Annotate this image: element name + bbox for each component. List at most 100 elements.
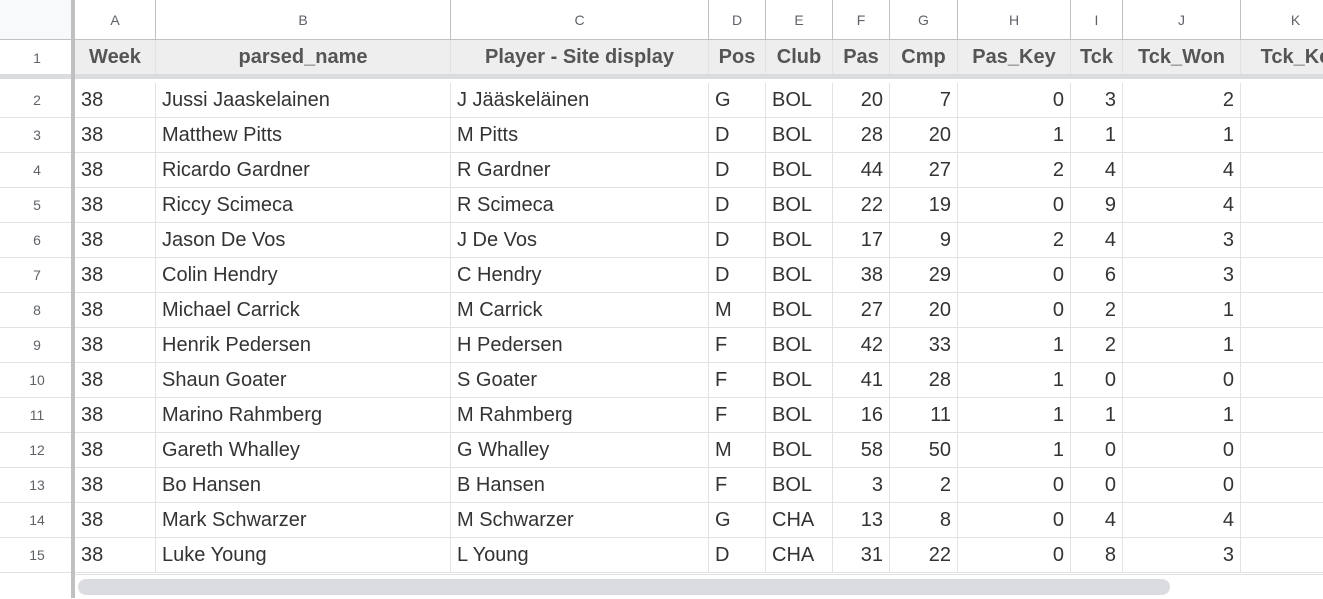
row-header[interactable]: 14 <box>0 503 75 538</box>
cell-site_name[interactable]: R Gardner <box>451 153 709 188</box>
cell-club[interactable]: BOL <box>766 258 833 293</box>
cell-cmp[interactable]: 11 <box>890 398 958 433</box>
row-header[interactable]: 9 <box>0 328 75 363</box>
cell-tck_won[interactable]: 4 <box>1123 188 1241 223</box>
cell-pas_key[interactable]: 1 <box>958 398 1071 433</box>
cell-club[interactable]: BOL <box>766 363 833 398</box>
cell-tck[interactable]: 0 <box>1071 363 1123 398</box>
cell-site_name[interactable]: M Carrick <box>451 293 709 328</box>
cell-week[interactable]: 38 <box>75 433 156 468</box>
cell-tck_key[interactable] <box>1241 363 1323 398</box>
cell-club[interactable]: BOL <box>766 293 833 328</box>
row-header[interactable]: 7 <box>0 258 75 293</box>
cell-tck_key[interactable] <box>1241 433 1323 468</box>
cell-week[interactable]: 38 <box>75 328 156 363</box>
header-cell-site_name[interactable]: Player - Site display <box>451 40 709 76</box>
cell-parsed_name[interactable]: Shaun Goater <box>156 363 451 398</box>
cell-cmp[interactable]: 22 <box>890 538 958 573</box>
cell-club[interactable]: BOL <box>766 223 833 258</box>
cell-tck_won[interactable]: 1 <box>1123 398 1241 433</box>
cell-pos[interactable]: D <box>709 118 766 153</box>
cell-pas[interactable]: 22 <box>833 188 890 223</box>
cell-pas[interactable]: 27 <box>833 293 890 328</box>
cell-cmp[interactable]: 20 <box>890 293 958 328</box>
cell-pas[interactable]: 42 <box>833 328 890 363</box>
cell-week[interactable]: 38 <box>75 293 156 328</box>
cell-pos[interactable]: F <box>709 328 766 363</box>
cell-pas[interactable]: 17 <box>833 223 890 258</box>
cell-tck_key[interactable] <box>1241 538 1323 573</box>
cell-week[interactable]: 38 <box>75 398 156 433</box>
cell-tck_won[interactable]: 1 <box>1123 118 1241 153</box>
cell-tck[interactable]: 1 <box>1071 398 1123 433</box>
header-cell-pas_key[interactable]: Pas_Key <box>958 40 1071 76</box>
header-cell-week[interactable]: Week <box>75 40 156 76</box>
row-header[interactable]: 11 <box>0 398 75 433</box>
cell-parsed_name[interactable]: Mark Schwarzer <box>156 503 451 538</box>
cell-pas[interactable]: 16 <box>833 398 890 433</box>
cell-site_name[interactable]: M Rahmberg <box>451 398 709 433</box>
cell-pos[interactable]: D <box>709 223 766 258</box>
column-header-a[interactable]: A <box>75 0 156 40</box>
cell-cmp[interactable]: 8 <box>890 503 958 538</box>
cell-week[interactable]: 38 <box>75 188 156 223</box>
cell-cmp[interactable]: 20 <box>890 118 958 153</box>
cell-pos[interactable]: D <box>709 188 766 223</box>
cell-site_name[interactable]: M Schwarzer <box>451 503 709 538</box>
cell-tck_won[interactable]: 4 <box>1123 153 1241 188</box>
cell-pas[interactable]: 3 <box>833 468 890 503</box>
select-all-corner[interactable] <box>0 0 75 40</box>
cell-parsed_name[interactable]: Bo Hansen <box>156 468 451 503</box>
column-header-f[interactable]: F <box>833 0 890 40</box>
header-cell-tck_key[interactable]: Tck_Ke <box>1241 40 1323 76</box>
frozen-row-divider[interactable] <box>0 74 1323 79</box>
cell-cmp[interactable]: 29 <box>890 258 958 293</box>
cell-tck_key[interactable] <box>1241 468 1323 503</box>
cell-site_name[interactable]: S Goater <box>451 363 709 398</box>
cell-club[interactable]: BOL <box>766 328 833 363</box>
cell-site_name[interactable]: L Young <box>451 538 709 573</box>
cell-pas_key[interactable]: 0 <box>958 538 1071 573</box>
cell-pos[interactable]: F <box>709 398 766 433</box>
cell-parsed_name[interactable]: Michael Carrick <box>156 293 451 328</box>
cell-tck_key[interactable] <box>1241 258 1323 293</box>
header-cell-parsed_name[interactable]: parsed_name <box>156 40 451 76</box>
cell-club[interactable]: BOL <box>766 153 833 188</box>
cell-pas_key[interactable]: 0 <box>958 468 1071 503</box>
cell-pas_key[interactable]: 2 <box>958 223 1071 258</box>
cell-pos[interactable]: G <box>709 503 766 538</box>
cell-tck[interactable]: 4 <box>1071 223 1123 258</box>
frozen-column-divider[interactable] <box>71 0 75 598</box>
cell-parsed_name[interactable]: Jussi Jaaskelainen <box>156 83 451 118</box>
cell-parsed_name[interactable]: Matthew Pitts <box>156 118 451 153</box>
cell-tck_key[interactable] <box>1241 503 1323 538</box>
cell-tck[interactable]: 0 <box>1071 468 1123 503</box>
cell-pas[interactable]: 58 <box>833 433 890 468</box>
header-cell-cmp[interactable]: Cmp <box>890 40 958 76</box>
cell-parsed_name[interactable]: Ricardo Gardner <box>156 153 451 188</box>
cell-tck[interactable]: 6 <box>1071 258 1123 293</box>
row-header-partial[interactable] <box>0 573 75 583</box>
cell-cmp[interactable]: 7 <box>890 83 958 118</box>
column-header-h[interactable]: H <box>958 0 1071 40</box>
cell-tck[interactable]: 2 <box>1071 328 1123 363</box>
cell-pos[interactable]: D <box>709 538 766 573</box>
cell-pos[interactable]: M <box>709 433 766 468</box>
row-header[interactable]: 10 <box>0 363 75 398</box>
column-header-j[interactable]: J <box>1123 0 1241 40</box>
cell-tck[interactable]: 4 <box>1071 503 1123 538</box>
row-header[interactable]: 8 <box>0 293 75 328</box>
column-header-k[interactable]: K <box>1241 0 1323 40</box>
cell-pas[interactable]: 31 <box>833 538 890 573</box>
cell-tck_won[interactable]: 0 <box>1123 468 1241 503</box>
cell-tck[interactable]: 2 <box>1071 293 1123 328</box>
cell-pas_key[interactable]: 2 <box>958 153 1071 188</box>
cell-parsed_name[interactable]: Marino Rahmberg <box>156 398 451 433</box>
cell-parsed_name[interactable]: Gareth Whalley <box>156 433 451 468</box>
cell-pas[interactable]: 38 <box>833 258 890 293</box>
cell-club[interactable]: CHA <box>766 503 833 538</box>
cell-pos[interactable]: D <box>709 153 766 188</box>
cell-pas_key[interactable]: 0 <box>958 293 1071 328</box>
cell-week[interactable]: 38 <box>75 468 156 503</box>
cell-site_name[interactable]: R Scimeca <box>451 188 709 223</box>
